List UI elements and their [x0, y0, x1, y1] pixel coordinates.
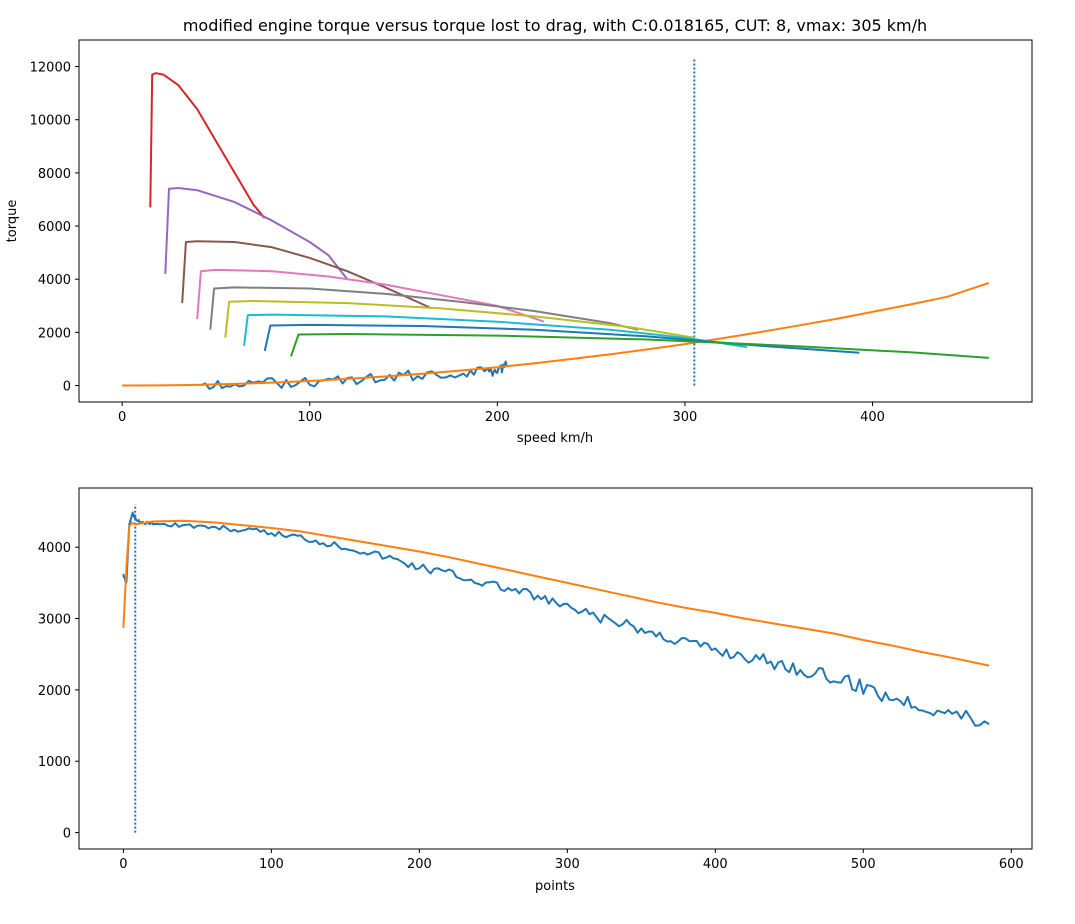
bottom-series-line-2 [122, 519, 990, 667]
top-y-tick-label: 8000 [38, 167, 71, 182]
bottom-series-group [122, 504, 990, 833]
bottom-x-tick-label: 100 [259, 857, 284, 872]
top-series-line-4 [164, 187, 349, 280]
top-y-tick-label: 12000 [30, 61, 71, 76]
bottom-x-tick-label: 600 [999, 857, 1024, 872]
bottom-y-tick-label: 1000 [38, 755, 71, 770]
top-series-line-9 [243, 313, 748, 348]
top-y-tick-label: 2000 [38, 326, 71, 341]
top-series-line-2 [122, 281, 990, 387]
top-series-line-8 [224, 300, 695, 339]
top-series-line-7 [209, 286, 639, 331]
top-chart: 0 100 200 300 400020004000600080001000012000… [5, 39, 1033, 446]
bottom-chart: 0 100 200 300 400 500 600 0 1000 2000 3000 4000 poi… [38, 487, 1033, 894]
bottom-x-axis-label: points [535, 879, 575, 894]
top-y-tick-label: 6000 [38, 220, 71, 235]
bottom-tick-group: 0 100 200 300 400 500 600 0 1000 2000 3000 4000 [38, 541, 1024, 872]
top-x-tick-label: 400 [860, 410, 885, 425]
bottom-plot-frame [78, 487, 1033, 850]
bottom-x-tick-label: 400 [703, 857, 728, 872]
bottom-y-tick-label: 0 [63, 827, 71, 842]
top-x-tick-label: 200 [485, 410, 510, 425]
bottom-x-tick-label: 0 [119, 857, 127, 872]
top-x-axis-label: speed km/h [517, 431, 593, 446]
bottom-series-line-1 [122, 511, 990, 727]
bottom-y-tick-label: 3000 [38, 613, 71, 628]
top-y-tick-label: 0 [63, 380, 71, 395]
top-x-tick-label: 300 [673, 410, 698, 425]
bottom-y-tick-label: 4000 [38, 541, 71, 556]
top-series-line-3 [149, 72, 266, 219]
chart-title: modified engine torque versus torque los… [183, 16, 927, 35]
bottom-x-tick-label: 500 [851, 857, 876, 872]
top-y-tick-label: 10000 [30, 114, 71, 129]
top-x-tick-label: 0 [118, 410, 126, 425]
top-y-axis-label: torque [5, 200, 20, 243]
top-series-line-6 [196, 268, 545, 323]
bottom-y-tick-label: 2000 [38, 684, 71, 699]
bottom-x-tick-label: 200 [407, 857, 432, 872]
top-series-line-11 [290, 333, 989, 359]
top-series-line-1 [200, 360, 508, 390]
bottom-x-tick-label: 300 [555, 857, 580, 872]
top-x-tick-label: 100 [297, 410, 322, 425]
top-plot-frame [78, 39, 1033, 403]
top-y-tick-label: 4000 [38, 273, 71, 288]
top-series-group [122, 58, 990, 390]
